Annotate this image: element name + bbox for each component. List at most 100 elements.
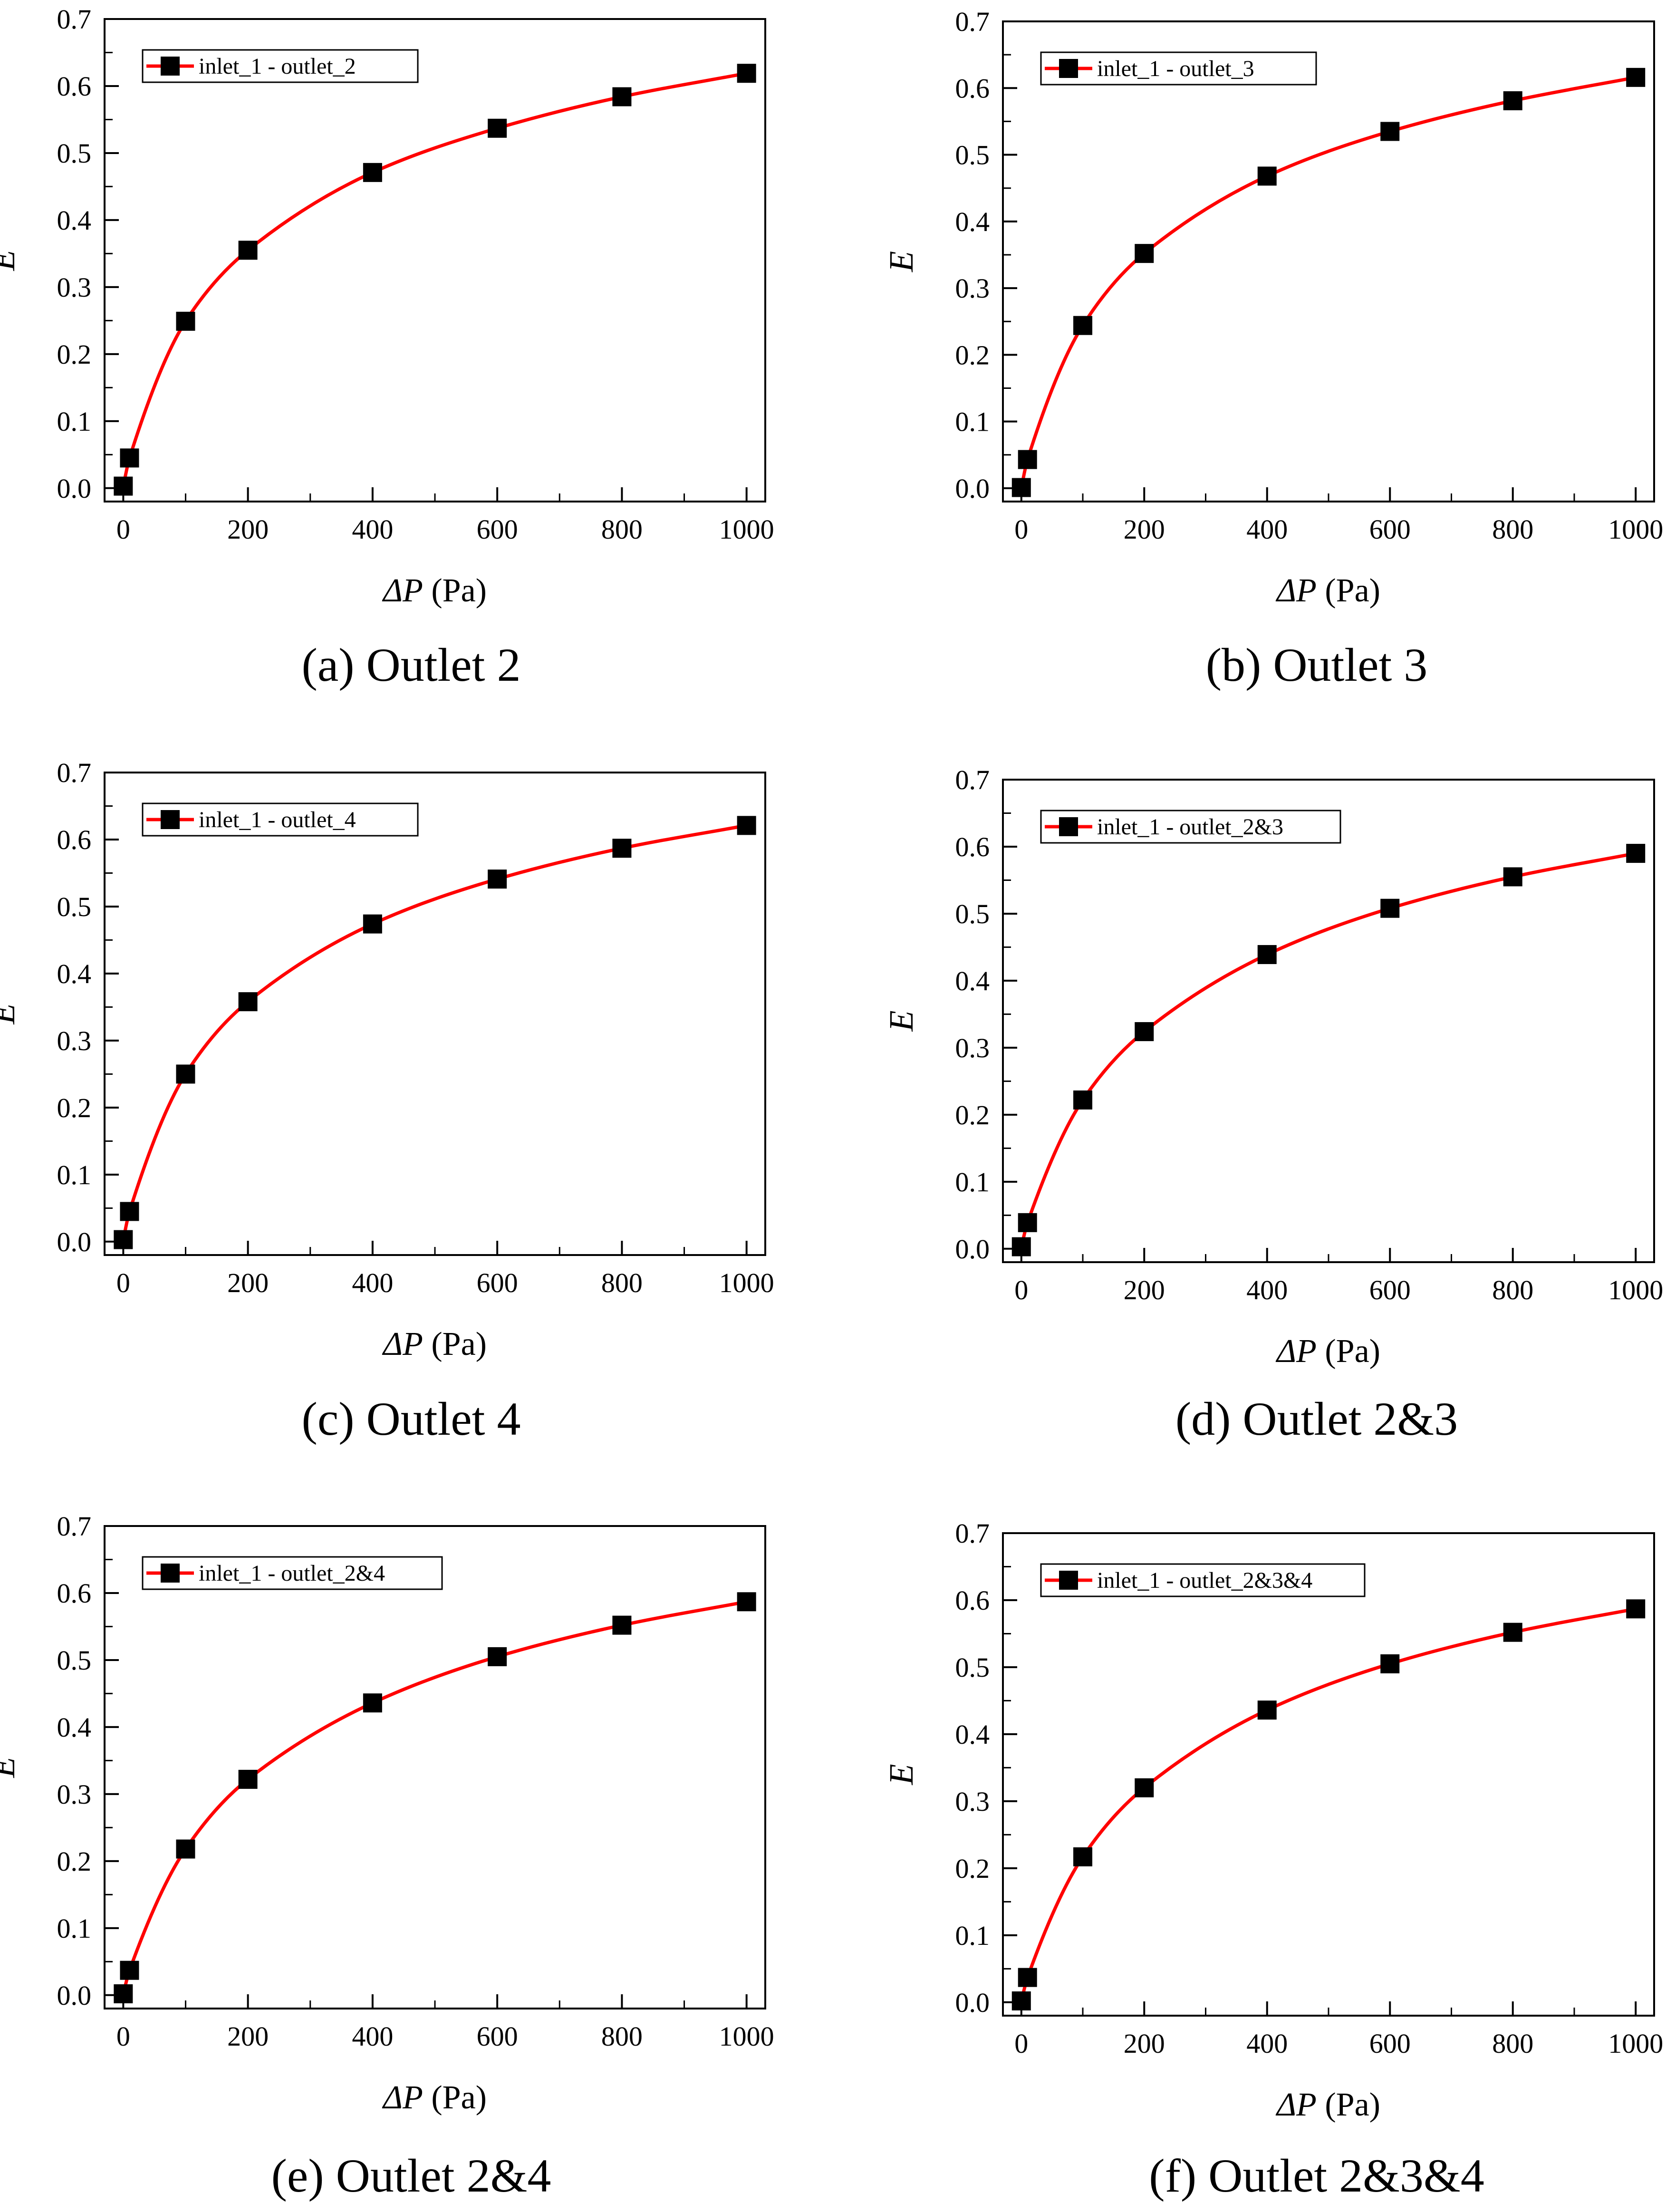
chart-d-xlabel: ΔP (Pa)	[1275, 1333, 1380, 1370]
chart-b-ytick-label: 0.2	[955, 339, 990, 370]
chart-f-ytick-label: 0.2	[955, 1853, 990, 1884]
chart-a-ytick-label: 0.4	[57, 205, 92, 236]
chart-a-xtick-label: 0	[116, 514, 130, 545]
chart-d-data-point	[1503, 867, 1522, 887]
chart-a-data-point	[120, 448, 139, 468]
chart-a-ytick-label: 0.7	[57, 4, 92, 35]
chart-f-ytick-label: 0.7	[955, 1518, 990, 1549]
chart-c-xlabel-unit: (Pa)	[423, 1326, 487, 1362]
chart-e-xtick-label: 800	[601, 2021, 643, 2052]
chart-b-data-point	[1503, 91, 1522, 110]
chart-b-ytick-label: 0.3	[955, 273, 990, 304]
chart-a-data-point	[488, 118, 507, 138]
chart-d-data-point	[1135, 1022, 1154, 1042]
chart-c-xtick-label: 1000	[719, 1267, 774, 1298]
chart-e-data-point	[488, 1647, 507, 1666]
chart-d-xtick-label: 200	[1124, 1275, 1165, 1305]
chart-d-xtick-label: 800	[1492, 1275, 1533, 1305]
chart-d-data-point	[1257, 945, 1277, 964]
chart-c-ytick-label: 0.4	[57, 958, 92, 989]
chart-a-data-point	[737, 64, 756, 83]
chart-e-ytick-label: 0.5	[57, 1645, 92, 1676]
chart-e-xtick-label: 400	[352, 2021, 393, 2052]
chart-e-ytick-label: 0.3	[57, 1779, 92, 1810]
chart-c-xlabel-symbol: ΔP	[382, 1326, 423, 1362]
chart-c-data-point	[488, 869, 507, 889]
chart-c-ytick-label: 0.7	[57, 757, 92, 788]
chart-f-ytick-label: 0.3	[955, 1786, 990, 1817]
chart-b-ytick-label: 0.6	[955, 73, 990, 104]
panel-c-caption: (c) Outlet 4	[302, 1392, 521, 1445]
chart-d-ytick-label: 0.4	[955, 966, 990, 996]
chart-c-data-point	[176, 1064, 195, 1084]
chart-e-data-point	[737, 1592, 756, 1612]
chart-d-data-point	[1380, 898, 1400, 918]
chart-e-data-point	[120, 1961, 139, 1980]
chart-a-legend-marker	[161, 57, 180, 76]
chart-f-data-point	[1135, 1778, 1154, 1797]
chart-f-data-point	[1018, 1968, 1037, 1987]
chart-c-data-point	[120, 1202, 139, 1221]
chart-b-xlabel: ΔP (Pa)	[1275, 572, 1380, 609]
chart-e-ytick-label: 0.1	[57, 1913, 92, 1944]
chart-a-ytick-label: 0.5	[57, 138, 92, 169]
chart-c-xtick-label: 0	[116, 1267, 130, 1298]
chart-b-data-point	[1626, 68, 1646, 87]
chart-a-data-point	[238, 241, 258, 260]
chart-a-xtick-label: 600	[477, 514, 518, 545]
chart-e-legend-label: inlet_1 - outlet_2&4	[199, 1561, 385, 1586]
chart-f-ytick-label: 0.4	[955, 1719, 990, 1750]
chart-d-legend-marker	[1059, 817, 1078, 836]
chart-d-xlabel-symbol: ΔP	[1275, 1333, 1317, 1370]
chart-e-data-point	[176, 1839, 195, 1859]
chart-e: 0.0 0.1 0.2 0.3 0.4 0.5 0.6 0.7 0 200 400 600 800 100…	[0, 1511, 774, 2116]
chart-f-ytick-label: 0.1	[955, 1920, 990, 1951]
chart-a-ytick-label: 0.3	[57, 272, 92, 303]
chart-c-legend-marker	[161, 810, 180, 829]
chart-b-legend-label: inlet_1 - outlet_3	[1097, 56, 1254, 81]
chart-c-ytick-label: 0.6	[57, 824, 92, 855]
chart-f-ylabel: E	[882, 1764, 920, 1786]
chart-f-data-point	[1257, 1700, 1277, 1720]
chart-d-ytick-label: 0.3	[955, 1033, 990, 1063]
chart-f-legend-label: inlet_1 - outlet_2&3&4	[1097, 1568, 1312, 1593]
chart-f-ytick-label: 0.0	[955, 1987, 990, 2018]
chart-e-xlabel-symbol: ΔP	[382, 2079, 423, 2116]
chart-b-xlabel-unit: (Pa)	[1317, 572, 1380, 609]
chart-a-ylabel: E	[0, 250, 22, 271]
chart-b-xtick-label: 400	[1246, 514, 1288, 545]
chart-e-data-point	[363, 1693, 382, 1713]
chart-a-ytick-label: 0.2	[57, 339, 92, 370]
chart-a-xlabel-symbol: ΔP	[382, 572, 423, 609]
chart-c-data-point	[238, 992, 258, 1012]
chart-e-ytick-label: 0.0	[57, 1980, 92, 2011]
chart-d-legend-label: inlet_1 - outlet_2&3	[1097, 814, 1283, 840]
chart-b-ytick-label: 0.7	[955, 6, 990, 37]
chart-e-xlabel-unit: (Pa)	[423, 2079, 487, 2116]
chart-d-data-point	[1011, 1237, 1031, 1256]
chart-a-ytick-label: 0.1	[57, 406, 92, 437]
chart-e-data-point	[238, 1769, 258, 1789]
chart-c-xtick-label: 200	[227, 1267, 269, 1298]
chart-f-xtick-label: 0	[1014, 2028, 1028, 2059]
chart-f-xlabel: ΔP (Pa)	[1275, 2086, 1380, 2123]
chart-b-xtick-label: 1000	[1608, 514, 1663, 545]
chart-c-ytick-label: 0.0	[57, 1227, 92, 1257]
chart-f-xtick-label: 800	[1492, 2028, 1533, 2059]
chart-d-data-point	[1626, 844, 1646, 863]
chart-f-data-point	[1073, 1847, 1093, 1866]
chart-b-data-point	[1380, 122, 1400, 141]
chart-c-data-point	[612, 839, 632, 858]
chart-e-xtick-label: 200	[227, 2021, 269, 2052]
chart-b-ylabel: E	[882, 251, 920, 272]
chart-c-legend-label: inlet_1 - outlet_4	[199, 807, 356, 832]
chart-e-ylabel: E	[0, 1757, 22, 1778]
chart-c-xtick-label: 400	[352, 1267, 393, 1298]
chart-a-xtick-label: 1000	[719, 514, 774, 545]
chart-b-xtick-label: 0	[1014, 514, 1028, 545]
chart-e-ytick-label: 0.4	[57, 1712, 92, 1743]
chart-d-ytick-label: 0.2	[955, 1100, 990, 1130]
chart-a-data-point	[176, 311, 195, 331]
